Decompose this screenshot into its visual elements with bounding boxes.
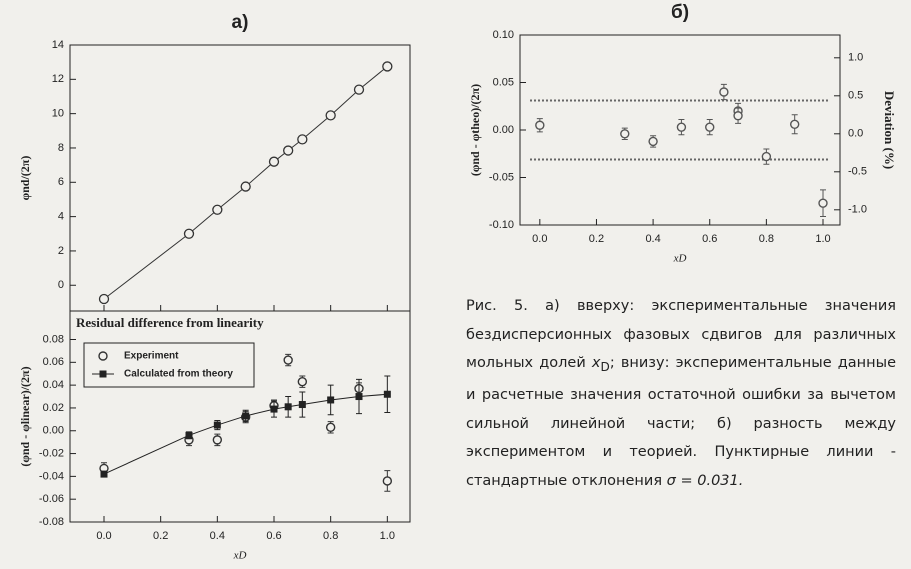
data-point [818, 198, 828, 208]
legend-label: Experiment [124, 351, 179, 362]
x-tick-label: 0.2 [153, 530, 168, 542]
y-tick-label: 2 [58, 245, 64, 257]
y2-tick-label: 0.5 [848, 90, 863, 102]
y-tick-label: 14 [52, 39, 64, 51]
y2-tick-label: 1.0 [848, 52, 863, 64]
y-tick-label: -0.05 [489, 171, 514, 183]
data-point [535, 120, 545, 130]
data-point [212, 204, 223, 215]
x-tick-label: 0.4 [645, 233, 660, 245]
data-point [297, 134, 308, 145]
y-tick-label: 0.10 [493, 29, 514, 41]
y-tick-label: -0.06 [39, 493, 64, 505]
annotation: Residual difference from linearity [76, 315, 264, 330]
fit-curve [103, 393, 388, 475]
y-tick-label: 0 [58, 279, 64, 291]
y-tick-label: -0.10 [489, 219, 514, 231]
y-tick-label: 6 [58, 176, 64, 188]
legend-marker [98, 351, 108, 361]
x-tick-label: 1.0 [815, 233, 830, 245]
x-axis-label: xD [673, 253, 687, 265]
y-axis-label: φnd/(2π) [18, 156, 32, 201]
y2-tick-label: 0.0 [848, 128, 863, 140]
data-point [789, 119, 800, 130]
data-point [268, 156, 280, 167]
x-tick-label: 1.0 [380, 530, 395, 542]
y-tick-label: 12 [52, 73, 64, 85]
data-point [353, 84, 365, 95]
data-point [383, 390, 391, 398]
caption-text: Рис. 5. а) вверху: экспериментальные зна… [466, 298, 896, 371]
data-point [185, 431, 193, 439]
y-axis-label: (φnd - φlinear)/(2π) [18, 366, 32, 466]
x-axis-label: xD [233, 550, 247, 562]
caption-sigma: σ = 0.031. [666, 472, 744, 489]
y-tick-label: 0.05 [493, 76, 514, 88]
data-point [676, 122, 687, 132]
x-tick-label: 0.8 [323, 530, 338, 542]
data-point [733, 111, 743, 121]
y-axis-label: (φnd - φtheo)/(2π) [468, 84, 482, 176]
data-point [761, 151, 772, 162]
data-point [297, 377, 308, 387]
data-point [382, 476, 393, 486]
caption: Рис. 5. а) вверху: экспериментальные зна… [466, 292, 896, 495]
legend-label: Calculated from theory [124, 369, 233, 380]
x-tick-label: 0.0 [532, 233, 547, 245]
y-tick-label: 0.00 [43, 425, 64, 437]
y-tick-label: -0.08 [39, 516, 64, 528]
data-point [283, 355, 293, 365]
y-tick-label: 8 [58, 142, 64, 154]
y2-tick-label: -1.0 [848, 204, 867, 216]
data-point [648, 136, 658, 147]
data-point [325, 110, 336, 121]
data-point [212, 435, 223, 445]
y-tick-label: 0.02 [43, 402, 64, 414]
y-tick-label: -0.04 [39, 470, 64, 482]
legend-box [83, 342, 255, 388]
caption-sub: D [600, 359, 610, 374]
x-tick-label: 0.6 [266, 530, 281, 542]
caption-text: ; внизу: экспериментальные данные и расч… [466, 355, 896, 489]
data-point [240, 181, 251, 192]
x-tick-label: 0.6 [702, 233, 717, 245]
x-tick-label: 0.8 [759, 233, 774, 245]
y2-tick-label: -0.5 [848, 166, 867, 178]
data-point [283, 145, 294, 156]
y-tick-label: 10 [52, 108, 64, 120]
x-tick-label: 0.0 [96, 530, 111, 542]
data-point [270, 405, 278, 413]
data-point [705, 122, 715, 132]
plot-frame [69, 310, 411, 523]
y-tick-label: 0.06 [43, 356, 64, 368]
data-point [719, 87, 729, 97]
x-tick-label: 0.4 [210, 530, 225, 542]
chart-title: б) [671, 2, 689, 23]
data-point [382, 61, 393, 72]
caption-var: x [591, 355, 601, 371]
chart-title: а) [232, 12, 249, 33]
data-point [327, 396, 335, 404]
data-point [183, 228, 195, 239]
data-point [325, 422, 336, 433]
data-point [100, 470, 108, 478]
data-point [98, 293, 110, 305]
data-point [298, 401, 306, 409]
data-point [355, 393, 363, 401]
data-point [242, 412, 250, 420]
data-line [103, 66, 388, 300]
y-tick-label: 4 [58, 211, 64, 223]
y-tick-label: -0.02 [39, 447, 64, 459]
y-tick-label: 0.08 [43, 333, 64, 345]
data-point [284, 403, 292, 411]
y2-axis-label: Deviation (%) [882, 91, 897, 169]
legend-marker [99, 370, 107, 378]
data-point [620, 129, 630, 139]
y-tick-label: 0.00 [493, 124, 514, 136]
x-tick-label: 0.2 [589, 233, 604, 245]
data-point [213, 421, 221, 429]
y-tick-label: 0.04 [43, 379, 64, 391]
